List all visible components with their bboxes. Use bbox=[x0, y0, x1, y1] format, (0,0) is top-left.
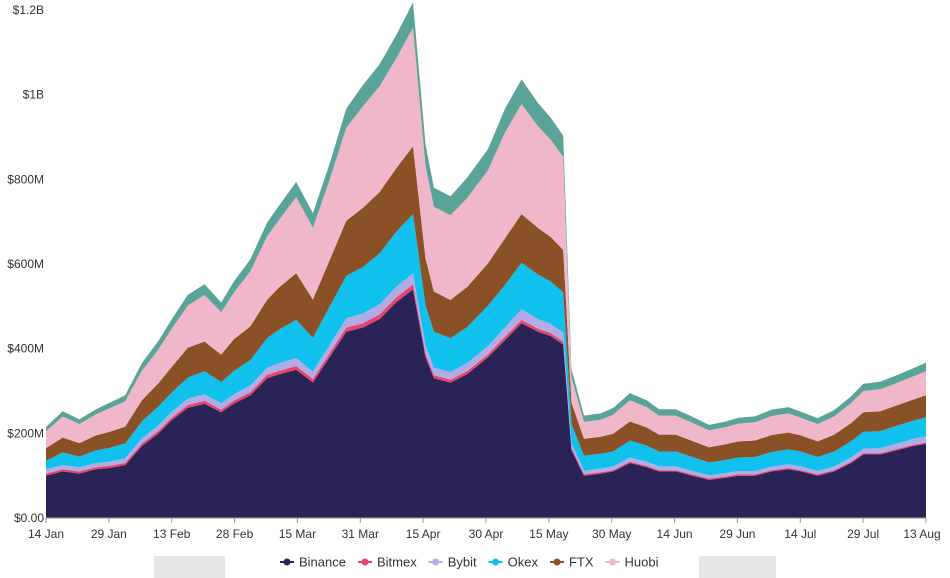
legend-item-huobi[interactable]: Huobi bbox=[605, 555, 659, 570]
x-tick-label: 13 Aug bbox=[903, 527, 940, 541]
x-tick-label: 14 Jul bbox=[784, 527, 816, 541]
y-tick-label: $1.2B bbox=[13, 3, 44, 17]
legend-marker-huobi bbox=[609, 558, 617, 566]
area-huobi bbox=[46, 27, 926, 449]
x-tick-label: 13 Feb bbox=[153, 527, 191, 541]
legend-label-bybit: Bybit bbox=[448, 555, 477, 570]
legend-marker-okex bbox=[492, 558, 500, 566]
legend-item-okex[interactable]: Okex bbox=[488, 555, 539, 570]
legend: Binance Bitmex Bybit Okex FTX Huobi bbox=[280, 555, 659, 570]
x-tick-label: 28 Feb bbox=[216, 527, 254, 541]
x-tick-label: 30 May bbox=[592, 527, 631, 541]
y-tick-label: $200M bbox=[7, 426, 44, 440]
x-tick-label: 29 Jun bbox=[719, 527, 755, 541]
y-tick-label: $400M bbox=[7, 342, 44, 356]
legend-item-bitmex[interactable]: Bitmex bbox=[357, 555, 417, 570]
x-tick-label: 31 Mar bbox=[342, 527, 379, 541]
x-tick-label: 15 Mar bbox=[279, 527, 316, 541]
area-binance bbox=[46, 289, 926, 518]
x-axis: 14 Jan 29 Jan 13 Feb 28 Feb 15 Mar 31 Mar 15 A… bbox=[28, 518, 941, 541]
y-tick-label: $1B bbox=[23, 88, 44, 102]
legend-marker-bybit bbox=[432, 558, 440, 566]
legend-label-okex: Okex bbox=[508, 555, 539, 570]
legend-blank-right bbox=[699, 556, 776, 578]
y-axis: $0.00 $200M $400M $600M $800M $1B $1.2B bbox=[7, 3, 44, 525]
area-series-layer bbox=[46, 2, 926, 518]
x-tick-label: 14 Jun bbox=[657, 527, 693, 541]
legend-item-binance[interactable]: Binance bbox=[280, 555, 346, 570]
legend-label-binance: Binance bbox=[299, 555, 346, 570]
area-ftx bbox=[46, 146, 926, 463]
legend-blank-left bbox=[154, 556, 225, 578]
legend-marker-ftx bbox=[553, 558, 561, 566]
x-tick-label: 29 Jan bbox=[91, 527, 127, 541]
legend-label-bitmex: Bitmex bbox=[377, 555, 417, 570]
y-tick-label: $600M bbox=[7, 257, 44, 271]
legend-marker-binance bbox=[283, 558, 291, 566]
x-tick-label: 15 May bbox=[529, 527, 568, 541]
x-tick-label: 14 Jan bbox=[28, 527, 64, 541]
legend-marker-bitmex bbox=[361, 558, 369, 566]
y-tick-label: $0.00 bbox=[14, 511, 44, 525]
y-tick-label: $800M bbox=[7, 172, 44, 186]
x-tick-label: 15 Apr bbox=[406, 527, 441, 541]
legend-item-ftx[interactable]: FTX bbox=[549, 555, 594, 570]
x-tick-label: 30 Apr bbox=[469, 527, 504, 541]
legend-label-huobi: Huobi bbox=[625, 555, 659, 570]
area-okex bbox=[46, 214, 926, 476]
legend-label-ftx: FTX bbox=[569, 555, 594, 570]
x-tick-label: 29 Jul bbox=[847, 527, 879, 541]
legend-item-bybit[interactable]: Bybit bbox=[428, 555, 477, 570]
